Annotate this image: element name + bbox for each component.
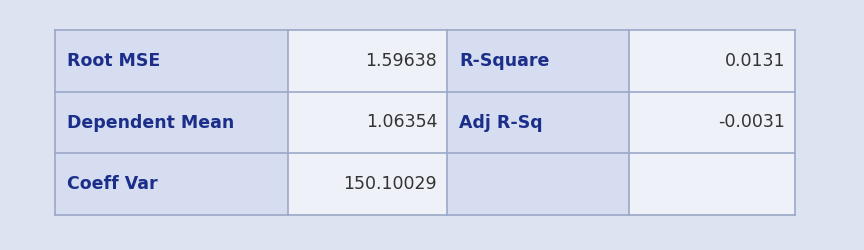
Bar [628, 153, 795, 215]
Text: Coeff Var: Coeff Var [67, 175, 157, 193]
Bar [628, 92, 795, 153]
Bar [288, 30, 448, 92]
Bar [55, 92, 288, 153]
Bar [448, 153, 628, 215]
Bar [288, 92, 448, 153]
Text: -0.0031: -0.0031 [718, 114, 785, 132]
Text: Root MSE: Root MSE [67, 52, 160, 70]
Text: Adj R-Sq: Adj R-Sq [459, 114, 543, 132]
Text: 0.0131: 0.0131 [725, 52, 785, 70]
Bar [55, 30, 288, 92]
Bar [288, 153, 448, 215]
Text: R-Square: R-Square [459, 52, 550, 70]
Text: 150.10029: 150.10029 [344, 175, 437, 193]
Text: 1.59638: 1.59638 [365, 52, 437, 70]
Bar [55, 153, 288, 215]
Bar [628, 30, 795, 92]
Text: 1.06354: 1.06354 [365, 114, 437, 132]
Text: Dependent Mean: Dependent Mean [67, 114, 234, 132]
Bar [448, 30, 628, 92]
Bar [448, 92, 628, 153]
